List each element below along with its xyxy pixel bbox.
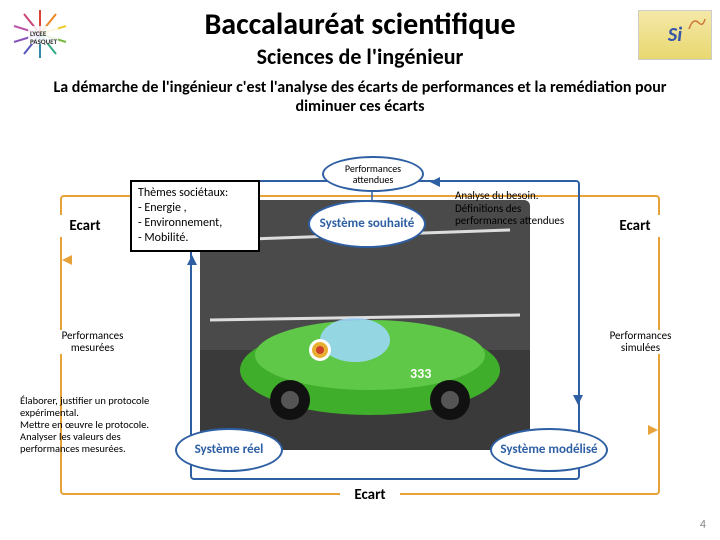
page-title: Baccalauréat scientifique [0,0,720,43]
logo-si: Si [638,10,712,60]
logo-si-text: Si [668,23,682,47]
perf-attendues-label: Performances attendues [324,163,422,185]
themes-item-1: - Energie , [138,201,252,216]
page-number: 4 [700,518,706,532]
ecart-right: Ecart [605,215,665,237]
themes-item-3: - Mobilité. [138,231,252,246]
node-perf-mesurees: Performances mesurées [45,330,140,354]
ecart-left: Ecart [55,215,115,237]
logo-lycee: LYCEE PASQUET [8,6,72,62]
annotation-analyse: Analyse du besoin. Définitions des perfo… [455,190,585,228]
reel-label: Système réel [195,443,264,458]
themes-title: Thèmes sociétaux: [138,186,252,201]
souhaite-label: Système souhaité [320,217,415,232]
page-subtitle: Sciences de l'ingénieur [0,43,720,70]
annotation-protocole: Élaborer, justifier un protocole expérim… [20,395,180,455]
node-systeme-reel: Système réel [175,428,283,472]
ecart-bottom: Ecart [340,484,400,506]
engineer-cycle-diagram: 333 Ecart Ecart Ecart Thèmes sociétaux: … [60,160,660,515]
node-perf-simulees: Performances simulées [593,330,688,354]
themes-box: Thèmes sociétaux: - Energie , - Environn… [130,180,260,252]
themes-item-2: - Environnement, [138,216,252,231]
node-perf-attendues: Performances attendues [322,156,424,192]
node-systeme-modelise: Système modélisé [490,428,608,472]
node-systeme-souhaite: Système souhaité [308,200,426,248]
modelise-label: Système modélisé [500,443,597,458]
svg-text:PASQUET: PASQUET [30,37,58,46]
intro-text: La démarche de l'ingénieur c'est l'analy… [0,70,720,120]
